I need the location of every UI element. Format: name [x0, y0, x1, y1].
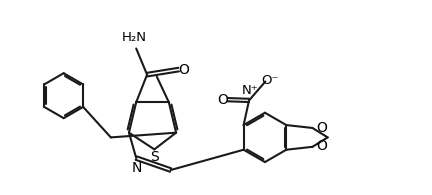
Text: N⁺: N⁺	[242, 84, 258, 98]
Text: S: S	[150, 150, 159, 164]
Text: H₂N: H₂N	[122, 31, 147, 44]
Text: O⁻: O⁻	[261, 74, 279, 87]
Text: N: N	[131, 161, 142, 175]
Text: O: O	[178, 63, 189, 77]
Text: O: O	[316, 139, 327, 153]
Text: O: O	[217, 93, 229, 107]
Text: O: O	[316, 121, 327, 135]
